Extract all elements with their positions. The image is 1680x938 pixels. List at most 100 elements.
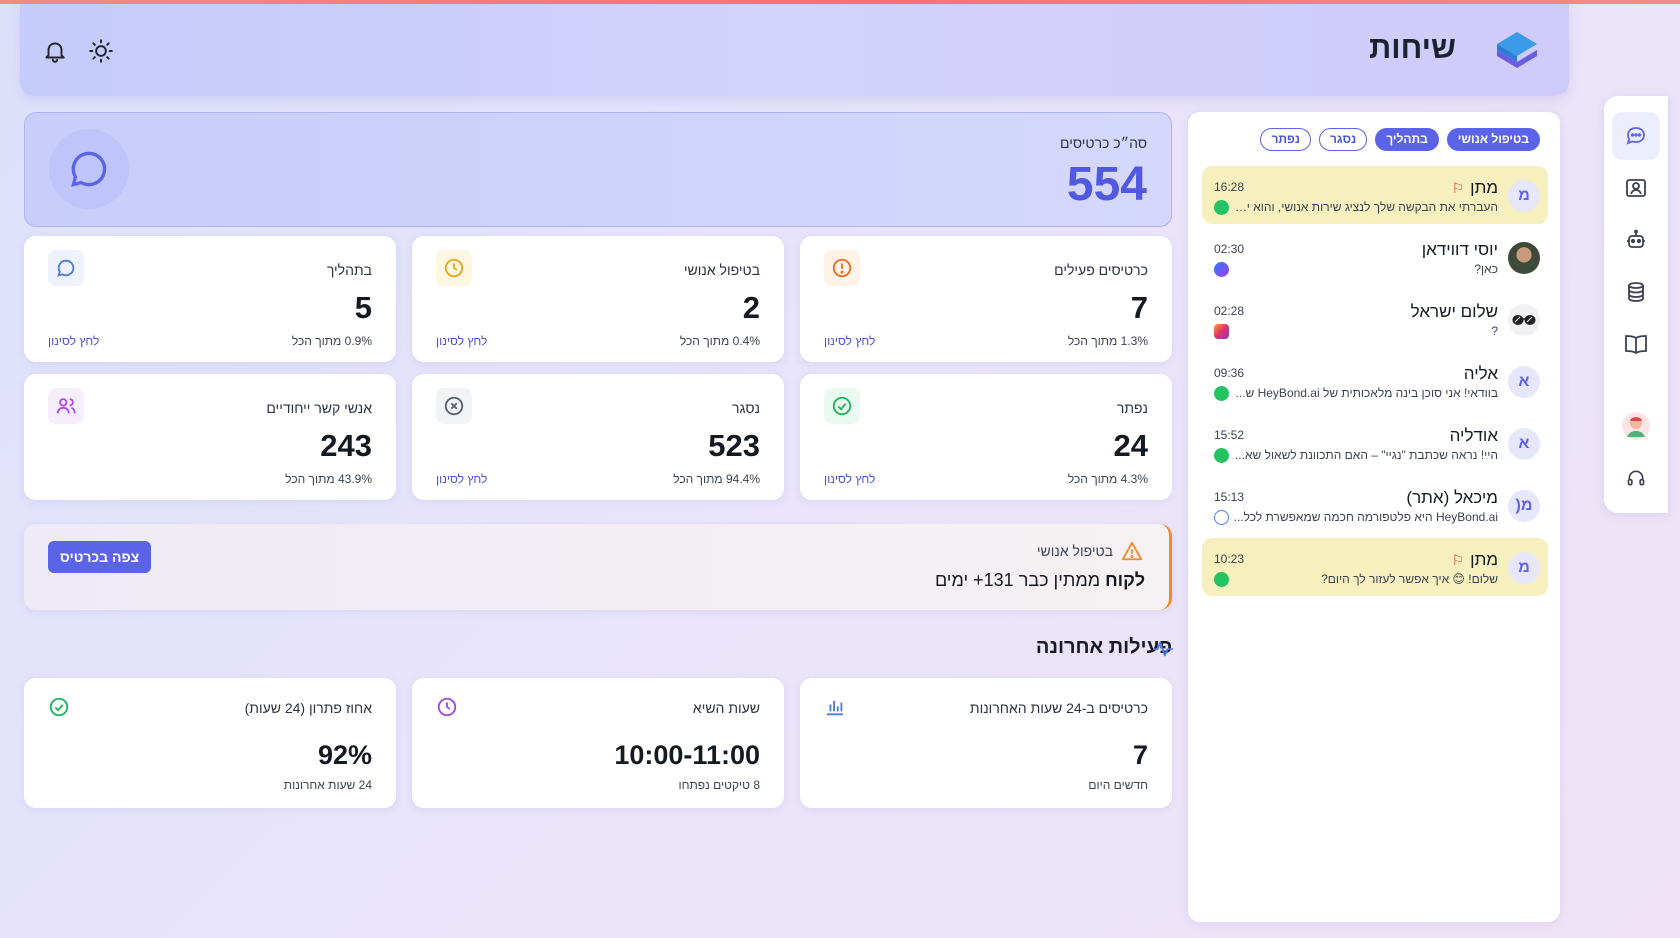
tickets-24h-card: כרטיסים ב-24 שעות האחרונות 7 חדשים היום — [800, 678, 1172, 808]
sidebar-item-knowledge[interactable] — [1612, 320, 1660, 368]
robot-icon — [1627, 229, 1645, 248]
in-progress-card[interactable]: בתהליך 5 0.9% מתוך הכל לחץ לסינון — [24, 236, 396, 362]
filter-link[interactable]: לחץ לסינון — [824, 472, 876, 486]
conversation-time: 02:30 — [1214, 242, 1245, 256]
closed-card[interactable]: נסגר 523 94.4% מתוך הכל לחץ לסינון — [412, 374, 784, 500]
list-item[interactable]: א אליה בוודאי! אני סוכן בינה מלאכותית של… — [1202, 352, 1548, 410]
whatsapp-icon — [1214, 572, 1229, 587]
list-item[interactable]: שלום ישראל ? 02:28 — [1202, 290, 1548, 348]
conversation-time: 02:28 — [1214, 304, 1245, 318]
avatar: מ — [1508, 552, 1540, 584]
human-handling-card[interactable]: בטיפול אנושי 2 0.4% מתוך הכל לחץ לסינון — [412, 236, 784, 362]
stat-value: 7 — [1132, 740, 1148, 770]
conversation-time: 09:36 — [1214, 366, 1245, 380]
card-percentage: 94.4% מתוך הכל — [673, 472, 760, 486]
conversation-time: 15:52 — [1214, 428, 1245, 442]
flag-icon: ⚐ — [1451, 180, 1465, 196]
list-item[interactable]: מ מתן⚐ שלום! 😊 איך אפשר לעזור לך היום? 1… — [1202, 538, 1548, 596]
user-avatar-icon — [1622, 412, 1650, 440]
filter-resolved[interactable]: נפתר — [1260, 128, 1311, 151]
card-title: נפתר — [1116, 400, 1148, 416]
globe-icon — [1214, 510, 1229, 525]
filter-link[interactable]: לחץ לסינון — [824, 334, 876, 348]
filter-closed[interactable]: נסגר — [1318, 128, 1368, 151]
conversation-name: מתן⚐ — [1451, 550, 1498, 569]
stat-title: כרטיסים ב-24 שעות האחרונות — [969, 700, 1148, 716]
conversation-name: מיכאל (אתר) — [1406, 488, 1498, 507]
resolved-card[interactable]: נפתר 24 4.3% מתוך הכל לחץ לסינון — [800, 374, 1172, 500]
sidebar-item-conversations[interactable] — [1612, 112, 1660, 160]
card-percentage: 43.9% מתוך הכל — [285, 472, 372, 486]
list-item[interactable]: מ( מיכאל (אתר) HeyBond.ai היא פלטפורמה ח… — [1202, 476, 1548, 534]
resolution-rate-card: אחוז פתרון (24 שעות) 92% 24 שעות אחרונות — [24, 678, 396, 808]
conversation-name: שלום ישראל — [1410, 302, 1498, 321]
messenger-icon — [1214, 262, 1229, 277]
clock-icon — [437, 697, 457, 717]
stat-title: אחוז פתרון (24 שעות) — [244, 700, 372, 716]
stat-value: 92% — [317, 740, 372, 770]
avatar — [1508, 242, 1540, 274]
card-value: 7 — [1130, 290, 1148, 325]
filter-link[interactable]: לחץ לסינון — [436, 334, 488, 348]
sidebar-item-contacts[interactable] — [1612, 164, 1660, 212]
conversation-time: 15:13 — [1214, 490, 1245, 504]
bell-icon[interactable] — [42, 38, 68, 64]
conversation-time: 10:23 — [1214, 552, 1245, 566]
total-tickets-value: 554 — [1066, 158, 1147, 211]
conversation-preview: היי! נראה שכתבת "נגיי" – האם התכוונת לשא… — [1234, 448, 1498, 462]
card-percentage: 0.9% מתוך הכל — [291, 334, 372, 348]
filter-in-progress[interactable]: בתהליך — [1375, 128, 1439, 151]
sidebar-item-database[interactable] — [1612, 268, 1660, 316]
card-value: 2 — [742, 290, 760, 325]
human-handling-alert: בטיפול אנושי לקוח ממתין כבר 131+ ימים צפ… — [24, 524, 1172, 610]
users-icon — [48, 388, 84, 424]
alert-circle-icon — [824, 250, 860, 286]
layers-logo-icon — [1497, 32, 1537, 68]
database-icon — [1628, 282, 1644, 302]
sunglasses-avatar-icon — [1508, 304, 1540, 336]
unique-contacts-card: אנשי קשר ייחודיים 243 43.9% מתוך הכל — [24, 374, 396, 500]
user-avatar[interactable] — [1612, 402, 1660, 450]
card-title: נסגר — [731, 400, 760, 416]
filter-human-handling[interactable]: בטיפול אנושי — [1446, 128, 1540, 151]
check-circle-icon — [49, 697, 69, 717]
bar-chart-icon — [826, 700, 844, 716]
conversation-name: אליה — [1463, 364, 1498, 383]
filter-link[interactable]: לחץ לסינון — [48, 334, 100, 348]
conversation-preview: ? — [1491, 324, 1498, 338]
peak-hours-card: שעות השיא 10:00-11:00 8 טיקטים נפתחו — [412, 678, 784, 808]
filter-link[interactable]: לחץ לסינון — [436, 472, 488, 486]
top-accent-strip — [0, 0, 1680, 4]
list-item[interactable]: מ מתן⚐ העברתי את הבקשה שלך לנציג שירות א… — [1202, 166, 1548, 224]
status-filters: בטיפול אנושי בתהליך נסגר נפתר — [1260, 128, 1540, 151]
list-item[interactable]: א אודליה היי! נראה שכתבת "נגיי" – האם הת… — [1202, 414, 1548, 472]
chat-bubble-icon — [49, 129, 129, 209]
view-ticket-button[interactable]: צפה בכרטיס — [48, 541, 152, 573]
whatsapp-icon — [1214, 200, 1229, 215]
card-value: 5 — [354, 290, 372, 325]
chat-bubble-icon — [48, 250, 84, 286]
stat-value: 10:00-11:00 — [614, 740, 760, 770]
alert-message: לקוח ממתין כבר 131+ ימים — [934, 570, 1145, 590]
total-tickets-banner: סה״כ כרטיסים 554 — [24, 112, 1172, 227]
sidebar-item-bot[interactable] — [1612, 216, 1660, 264]
alert-label: בטיפול אנושי — [1036, 543, 1113, 559]
card-percentage: 1.3% מתוך הכל — [1067, 334, 1148, 348]
sun-icon[interactable] — [88, 38, 114, 64]
card-title: בתהליך — [326, 262, 372, 278]
whatsapp-icon — [1214, 386, 1229, 401]
card-title: כרטיסים פעילים — [1054, 262, 1148, 278]
list-item[interactable]: יוסי דווידאן כאן? 02:30 — [1202, 228, 1548, 286]
card-percentage: 4.3% מתוך הכל — [1067, 472, 1148, 486]
active-tickets-card[interactable]: כרטיסים פעילים 7 1.3% מתוך הכל לחץ לסינו… — [800, 236, 1172, 362]
card-value: 24 — [1113, 428, 1148, 463]
card-value: 523 — [708, 428, 760, 463]
check-circle-icon — [824, 388, 860, 424]
conversation-preview: HeyBond.ai היא פלטפורמה חכמה שמאפשרת לכל… — [1233, 510, 1498, 524]
sidebar-item-support[interactable] — [1612, 454, 1660, 502]
stat-subtitle: 8 טיקטים נפתחו — [678, 778, 760, 792]
whatsapp-icon — [1214, 448, 1229, 463]
conversation-name: אודליה — [1449, 426, 1498, 445]
conversation-name: יוסי דווידאן — [1421, 240, 1498, 259]
sidebar-rail — [1604, 96, 1668, 513]
